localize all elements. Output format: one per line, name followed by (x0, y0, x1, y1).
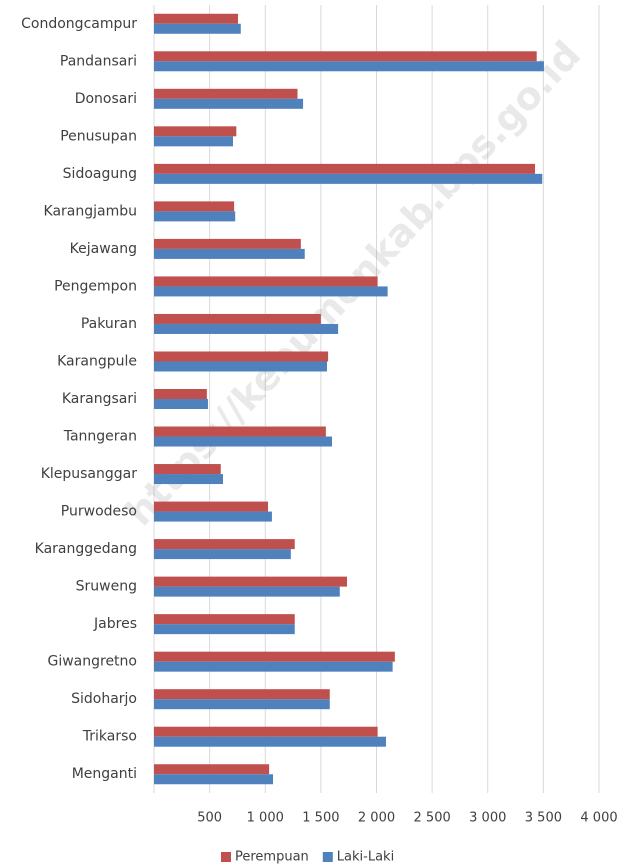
bar (154, 651, 395, 662)
y-tick-label: Pandansari (60, 53, 137, 69)
bar (154, 689, 330, 700)
bar (154, 426, 326, 437)
y-tick-label: Tanngeran (63, 429, 137, 445)
bar (154, 624, 295, 635)
bar (154, 389, 207, 399)
bar (154, 699, 330, 710)
bar (154, 13, 238, 24)
bar (154, 351, 329, 362)
bar (154, 764, 270, 775)
y-tick-label: Giwangretno (47, 654, 137, 670)
bar (154, 726, 378, 737)
x-tick-label: 4 000 (580, 811, 617, 826)
x-tick-label: 2 500 (414, 811, 451, 826)
x-tick-label: 1 500 (302, 811, 339, 826)
x-tick-label: 3 500 (525, 811, 562, 826)
bar (154, 276, 378, 287)
y-tick-label: Karangjambu (44, 203, 137, 219)
y-tick-label: Menganti (72, 766, 137, 782)
bar (154, 539, 295, 550)
bar (154, 774, 274, 785)
bar (154, 661, 393, 672)
y-tick-label: Sidoagung (63, 166, 137, 182)
x-tick-label: 2 000 (358, 811, 395, 826)
bar (154, 286, 388, 297)
y-tick-label: Condongcampur (21, 16, 137, 32)
bar (154, 126, 237, 137)
bar (154, 511, 272, 522)
y-tick-label: Jabres (93, 616, 137, 632)
y-tick-label: Purwodeso (61, 504, 137, 520)
bar (154, 501, 269, 512)
y-tick-label: Penusupan (60, 128, 137, 144)
bar (154, 211, 236, 222)
y-tick-label: Pengempon (54, 278, 137, 294)
y-tick-label: Pakuran (81, 316, 137, 332)
y-tick-label: Karangpule (57, 353, 137, 369)
x-tick-label: 1 000 (247, 811, 284, 826)
bar (154, 576, 348, 587)
bar (154, 313, 321, 324)
bar (154, 586, 340, 597)
bar (154, 61, 544, 72)
y-tick-label: Trikarso (82, 729, 137, 745)
y-tick-label: Karanggedang (35, 541, 137, 557)
x-tick-label: 500 (197, 811, 222, 826)
bar (154, 173, 543, 184)
bar (154, 23, 241, 34)
bar (154, 201, 235, 212)
bar (154, 736, 386, 747)
legend-label: Laki-Laki (337, 850, 394, 865)
y-tick-label: Sidoharjo (71, 691, 137, 707)
bar (154, 238, 301, 249)
bar (154, 98, 304, 109)
bar (154, 248, 305, 259)
y-tick-label: Karangsari (62, 391, 137, 407)
bar (154, 88, 298, 99)
y-tick-label: Sruweng (76, 579, 137, 595)
bar (154, 361, 327, 372)
bar (154, 323, 339, 334)
bar (154, 136, 233, 147)
bar (154, 399, 208, 409)
bar (154, 464, 221, 475)
legend-swatch (322, 852, 333, 862)
y-tick-label: Donosari (75, 91, 137, 107)
bar (154, 614, 295, 625)
legend-label: Perempuan (235, 850, 309, 865)
bar (154, 474, 223, 485)
legend-swatch (221, 852, 231, 862)
x-tick-label: 3 000 (469, 811, 506, 826)
bar (154, 163, 536, 174)
bar (154, 436, 332, 447)
bar (154, 51, 537, 62)
bar (154, 549, 291, 560)
y-tick-label: Klepusanggar (41, 466, 138, 482)
y-tick-label: Kejawang (70, 241, 137, 257)
